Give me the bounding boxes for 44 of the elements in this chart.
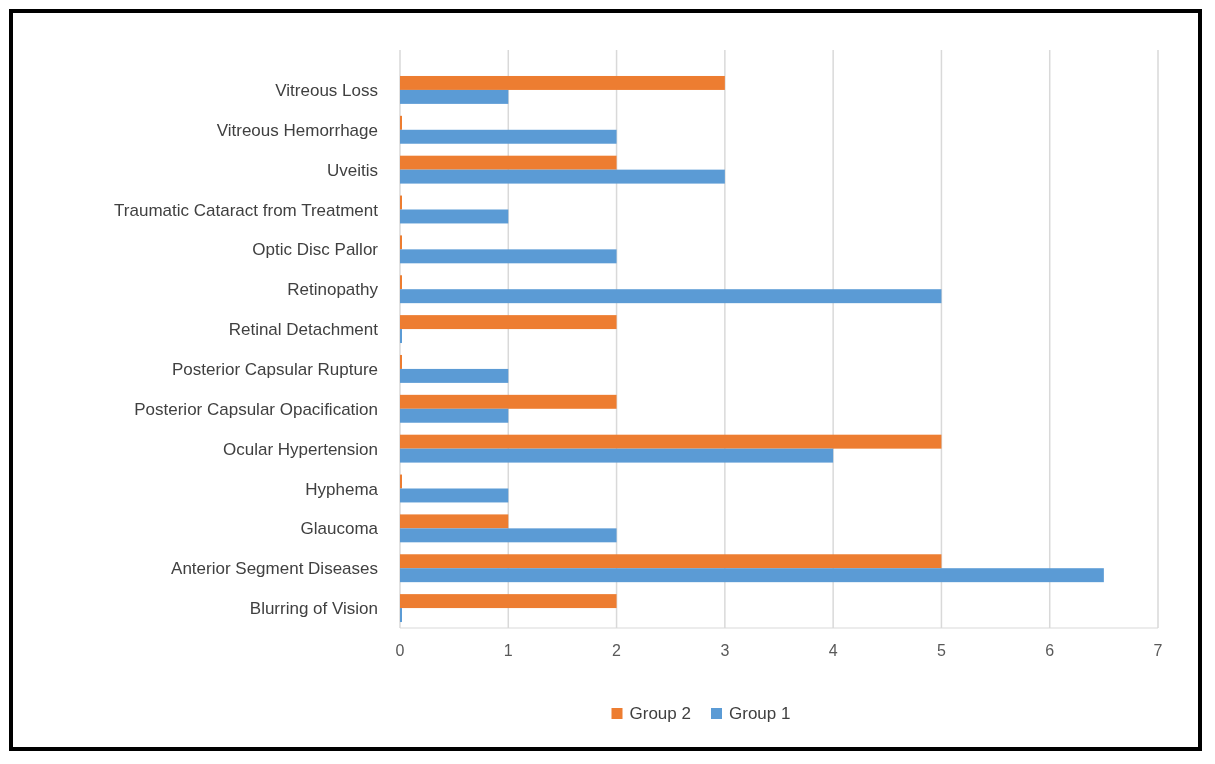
x-tick-label: 2 [612,642,622,659]
bar [400,368,509,383]
bar [400,89,509,104]
y-tick-label: Retinal Detachment [228,320,379,340]
y-tick-label: Optic Disc Pallor [252,240,379,260]
bar [400,394,617,409]
bar [400,169,725,184]
bar [400,554,942,569]
bar [400,528,617,543]
x-tick-label: 7 [1153,642,1163,659]
bar [400,568,1104,583]
x-tick-label: 5 [936,642,946,659]
x-tick-label: 3 [720,642,730,659]
x-tick-label: 4 [828,642,838,659]
bar [400,594,617,609]
legend-label: Group 2 [629,704,691,723]
bar [400,155,617,170]
bar [400,488,509,503]
legend-label: Group 1 [729,704,791,723]
y-tick-label: Glaucoma [300,519,379,539]
y-tick-label: Uveitis [326,160,378,180]
y-tick-label: Posterior Capsular Rupture [172,359,378,379]
bar [400,209,509,224]
bar [400,514,509,529]
y-tick-label: Vitreous Hemorrhage [216,120,378,140]
y-tick-label: Posterior Capsular Opacification [134,399,378,419]
bar [400,434,942,449]
bar [400,75,725,90]
y-tick-label: Anterior Segment Diseases [171,559,378,579]
bar [400,289,942,304]
y-tick-label: Traumatic Cataract from Treatment [114,200,379,220]
bar [400,315,617,330]
bar [400,408,509,423]
bar [400,249,617,264]
y-tick-label: Hyphema [305,479,379,499]
x-tick-label: 6 [1045,642,1055,659]
x-tick-label: 0 [395,642,405,659]
bar [400,448,834,463]
bar [400,129,617,144]
y-tick-label: Blurring of Vision [249,599,378,619]
y-tick-label: Ocular Hypertension [223,439,378,459]
x-tick-label: 1 [503,642,513,659]
y-tick-label: Vitreous Loss [275,80,378,100]
y-tick-label: Retinopathy [287,280,379,300]
